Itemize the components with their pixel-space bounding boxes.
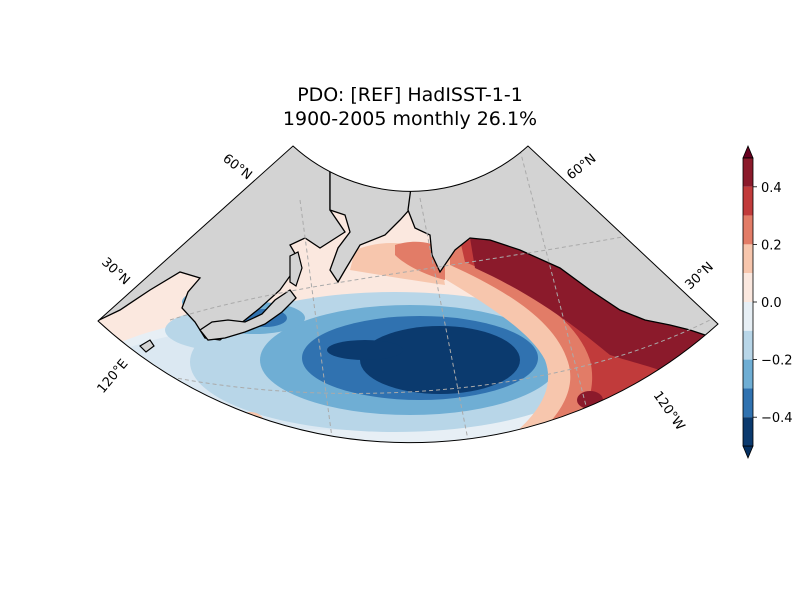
colorbar-bin-4 xyxy=(743,273,753,302)
colorbar-bin-9 xyxy=(743,417,753,446)
title-line-2: 1900-2005 monthly 26.1% xyxy=(282,108,538,130)
island-landmass xyxy=(139,339,155,353)
colorbar: 0.4 0.2 0.0 −0.2 −0.4 xyxy=(742,144,793,460)
lat-label-60n-left: 60°N xyxy=(220,151,255,183)
lon-label-120e: 120°E xyxy=(95,357,132,397)
colorbar-extend-over xyxy=(742,144,754,159)
colorbar-tick-label-4: −0.4 xyxy=(761,411,793,426)
lat-label-60n-right: 60°N xyxy=(564,151,599,183)
colorbar-tick-label-0: 0.4 xyxy=(761,181,782,196)
colorbar-bin-2 xyxy=(743,215,753,245)
gridline-60n xyxy=(169,229,661,321)
colorbar-bin-1 xyxy=(743,186,753,216)
colorbar-tick-label-2: 0.0 xyxy=(761,296,782,311)
colorbar-bin-0 xyxy=(743,158,753,187)
negative-anomaly-field xyxy=(98,290,680,443)
gridline-meridian-2 xyxy=(419,197,473,443)
gridline-meridian-1 xyxy=(299,199,336,443)
colorbar-extend-under xyxy=(742,445,754,460)
colorbar-bin-6 xyxy=(743,330,753,360)
colorbar-bin-5 xyxy=(743,302,753,331)
japan-landmass xyxy=(199,289,297,341)
colorbar-tick-label-3: −0.2 xyxy=(761,354,793,369)
lat-label-30n-left: 30°N xyxy=(98,255,132,288)
map-boundary xyxy=(97,145,719,444)
lat-label-30n-right: 30°N xyxy=(682,260,716,293)
sakhalin-landmass xyxy=(289,251,303,287)
lon-label-120w: 120°W xyxy=(650,389,688,434)
map-panel: 60°N 30°N 60°N 30°N 120°E 120°W xyxy=(95,145,719,450)
colorbar-bin-8 xyxy=(743,388,753,418)
title-line-1: PDO: [REF] HadISST-1-1 xyxy=(297,84,523,106)
hawaii-islands xyxy=(478,445,498,450)
colorbar-bin-7 xyxy=(743,359,753,389)
colorbar-tick-label-1: 0.2 xyxy=(761,238,782,253)
colorbar-bin-3 xyxy=(743,244,753,274)
